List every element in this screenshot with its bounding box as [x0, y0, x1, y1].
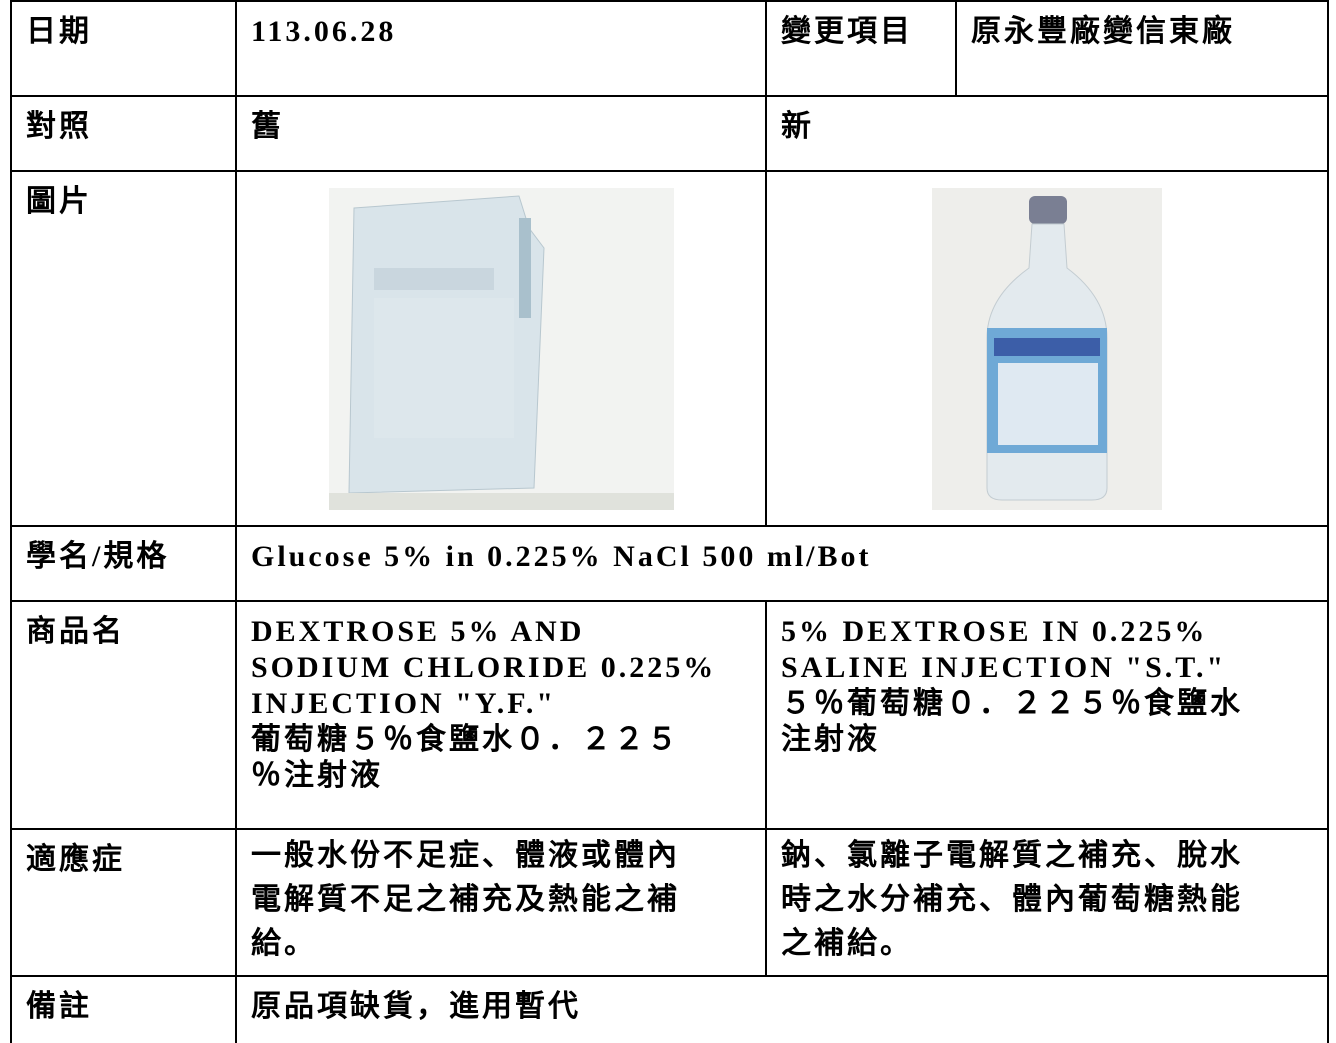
text-line: 5% DEXTROSE IN 0.225% [781, 615, 1208, 648]
cell: 新 [765, 95, 1329, 172]
image-cell [235, 170, 767, 527]
cell: 原永豐廠變信東廠 [955, 0, 1329, 97]
label: 對照 [10, 95, 237, 172]
row: 學名/規格 Glucose 5% in 0.225% NaCl 500 ml/B… [10, 525, 1329, 602]
cell: 原品項缺貨，進用暫代 [235, 975, 1329, 1043]
row: 日期 113.06.28 變更項目 原永豐廠變信東廠 [10, 0, 1329, 97]
comparison-table: 日期 113.06.28 變更項目 原永豐廠變信東廠 對照 舊 新 圖片 學名/… [10, 0, 1329, 1043]
label: 商品名 [10, 600, 237, 830]
image-cell [765, 170, 1329, 527]
text-line: 給。 [251, 927, 317, 960]
row: 對照 舊 新 [10, 95, 1329, 172]
row: 商品名 DEXTROSE 5% AND SODIUM CHLORIDE 0.225… [10, 600, 1329, 830]
row: 備註 原品項缺貨，進用暫代 [10, 975, 1329, 1043]
text-line: ５％葡萄糖０．２２５％食鹽水 [781, 687, 1243, 720]
cell: DEXTROSE 5% AND SODIUM CHLORIDE 0.225% INJ… [235, 600, 767, 830]
text-line: 注射液 [781, 723, 880, 756]
cell: 舊 [235, 95, 767, 172]
cell: 鈉、氯離子電解質之補充、脫水 時之水分補充、體內葡萄糖熱能 之補給。 [765, 828, 1329, 977]
row: 適應症 一般水份不足症、體液或體內 電解質不足之補充及熱能之補 給。 鈉、氯離子電解… [10, 828, 1329, 977]
label: 圖片 [10, 170, 237, 527]
old-product-image [328, 188, 674, 510]
cell: 5% DEXTROSE IN 0.225% SALINE INJECTION "S… [765, 600, 1329, 830]
new-product-image [932, 188, 1162, 510]
cell: Glucose 5% in 0.225% NaCl 500 ml/Bot [235, 525, 1329, 602]
label: 適應症 [10, 828, 237, 977]
text-line: 之補給。 [781, 927, 913, 960]
text-line: ％注射液 [251, 759, 383, 792]
cell: 變更項目 [765, 0, 957, 97]
text-line: DEXTROSE 5% AND [251, 615, 585, 648]
text-line: 一般水份不足症、體液或體內 [251, 839, 680, 872]
cell: 113.06.28 [235, 0, 767, 97]
text-line: INJECTION "Y.F." [251, 687, 556, 720]
text-line: 葡萄糖５％食鹽水０．２２５ [251, 723, 680, 756]
text-line: 時之水分補充、體內葡萄糖熱能 [781, 883, 1243, 916]
text-line: SODIUM CHLORIDE 0.225% [251, 651, 717, 684]
text-line: 電解質不足之補充及熱能之補 [251, 883, 680, 916]
row: 圖片 [10, 170, 1329, 527]
label: 日期 [10, 0, 237, 97]
label: 學名/規格 [10, 525, 237, 602]
text-line: 鈉、氯離子電解質之補充、脫水 [781, 839, 1243, 872]
text-line: SALINE INJECTION "S.T." [781, 651, 1227, 684]
label: 備註 [10, 975, 237, 1043]
cell: 一般水份不足症、體液或體內 電解質不足之補充及熱能之補 給。 [235, 828, 767, 977]
